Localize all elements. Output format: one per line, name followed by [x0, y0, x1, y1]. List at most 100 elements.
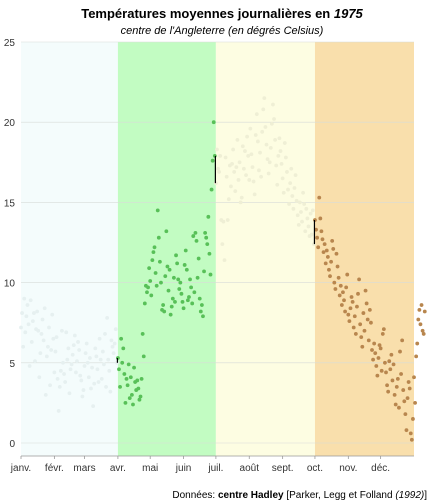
data-point	[397, 405, 401, 410]
x-tick-label: févr.	[45, 463, 64, 474]
data-point	[159, 280, 163, 285]
data-point	[21, 344, 26, 349]
data-point	[234, 165, 239, 170]
data-point	[269, 121, 274, 126]
data-point	[139, 376, 144, 381]
data-point	[104, 384, 108, 389]
data-point	[54, 335, 59, 340]
data-point	[185, 298, 190, 303]
data-point	[65, 357, 70, 362]
data-point	[295, 213, 300, 218]
data-point	[294, 198, 299, 203]
data-point	[287, 202, 292, 206]
data-point	[250, 165, 255, 170]
data-point	[398, 349, 402, 354]
data-point	[296, 222, 301, 227]
data-point	[135, 378, 140, 383]
data-point	[341, 290, 345, 295]
data-point	[406, 380, 411, 384]
data-point	[204, 235, 209, 240]
data-point	[391, 362, 396, 367]
data-point	[392, 392, 397, 397]
data-point	[243, 149, 247, 153]
data-point	[32, 311, 36, 315]
data-point	[130, 392, 134, 397]
data-point	[27, 364, 32, 368]
data-point	[324, 248, 329, 253]
data-point	[221, 219, 226, 224]
data-point	[147, 266, 152, 271]
data-point	[414, 354, 419, 359]
chart-title-year: 1975	[334, 6, 364, 21]
data-point	[233, 189, 238, 194]
source-text: [Parker, Legg et Folland	[284, 490, 396, 501]
data-point	[49, 348, 54, 352]
data-point	[189, 285, 194, 290]
data-point	[238, 200, 243, 205]
x-tick-label: mai	[142, 463, 158, 474]
data-point	[195, 275, 200, 280]
x-tick-label: sept.	[272, 463, 294, 474]
data-point	[47, 325, 51, 330]
data-point	[151, 250, 156, 255]
x-tick-label: oct.	[307, 463, 323, 474]
data-point	[136, 386, 141, 391]
data-point	[345, 272, 350, 277]
data-point	[334, 251, 339, 256]
data-point	[417, 307, 422, 312]
data-point	[259, 174, 264, 179]
data-point	[376, 356, 381, 360]
data-point	[146, 285, 150, 290]
source-year: (1992)	[395, 490, 424, 501]
data-point	[314, 227, 318, 232]
data-point	[208, 272, 213, 277]
data-point	[299, 210, 303, 214]
data-point	[411, 417, 415, 421]
data-point	[321, 250, 326, 255]
data-point	[266, 171, 271, 176]
data-point	[395, 376, 400, 381]
data-point	[106, 357, 111, 362]
data-point	[252, 192, 257, 197]
data-point	[28, 298, 33, 303]
data-point	[182, 263, 187, 267]
y-tick-label: 5	[9, 359, 15, 370]
data-point	[404, 428, 409, 433]
data-point	[248, 126, 253, 131]
data-point	[271, 102, 275, 107]
data-point	[412, 375, 416, 380]
data-point	[331, 247, 336, 251]
y-tick-label: 20	[4, 118, 16, 129]
data-point	[225, 218, 230, 222]
data-point	[37, 375, 42, 380]
data-point	[230, 162, 234, 166]
data-point	[183, 248, 188, 253]
data-point	[281, 190, 286, 195]
data-point	[122, 372, 127, 376]
data-point	[338, 283, 343, 288]
data-point	[241, 166, 246, 171]
data-point	[305, 216, 310, 221]
data-point	[226, 197, 231, 202]
data-point	[50, 312, 55, 317]
data-point	[216, 166, 220, 171]
data-point	[254, 112, 259, 117]
data-point	[201, 314, 205, 319]
data-point	[191, 234, 196, 238]
x-tick-label: mars	[73, 463, 95, 474]
data-point	[24, 314, 29, 319]
data-point	[224, 174, 229, 179]
data-point	[419, 303, 424, 307]
data-point	[206, 214, 211, 219]
data-point	[171, 275, 176, 280]
data-point	[310, 208, 315, 213]
data-point	[348, 306, 353, 311]
data-point	[77, 348, 82, 352]
data-point	[380, 332, 385, 336]
data-point	[188, 277, 192, 282]
data-point	[184, 267, 189, 272]
data-point	[93, 346, 98, 351]
data-point	[202, 269, 206, 274]
data-point	[112, 341, 117, 346]
data-point	[217, 170, 222, 174]
